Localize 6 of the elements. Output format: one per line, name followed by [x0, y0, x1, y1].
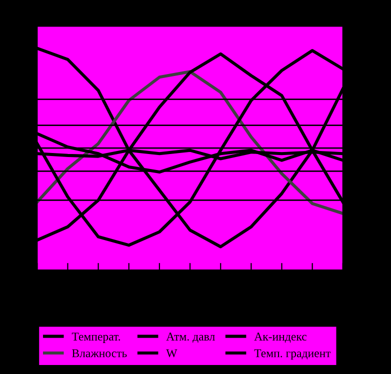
legend-label: Влажность — [72, 349, 127, 358]
legend-label: W — [166, 349, 178, 358]
legend-label: Темп. градиент — [254, 349, 331, 360]
legend-label: Ак-индекс — [254, 332, 306, 343]
legend-label: Атм. давл — [166, 332, 215, 343]
legend-label: Температ. — [72, 332, 120, 343]
